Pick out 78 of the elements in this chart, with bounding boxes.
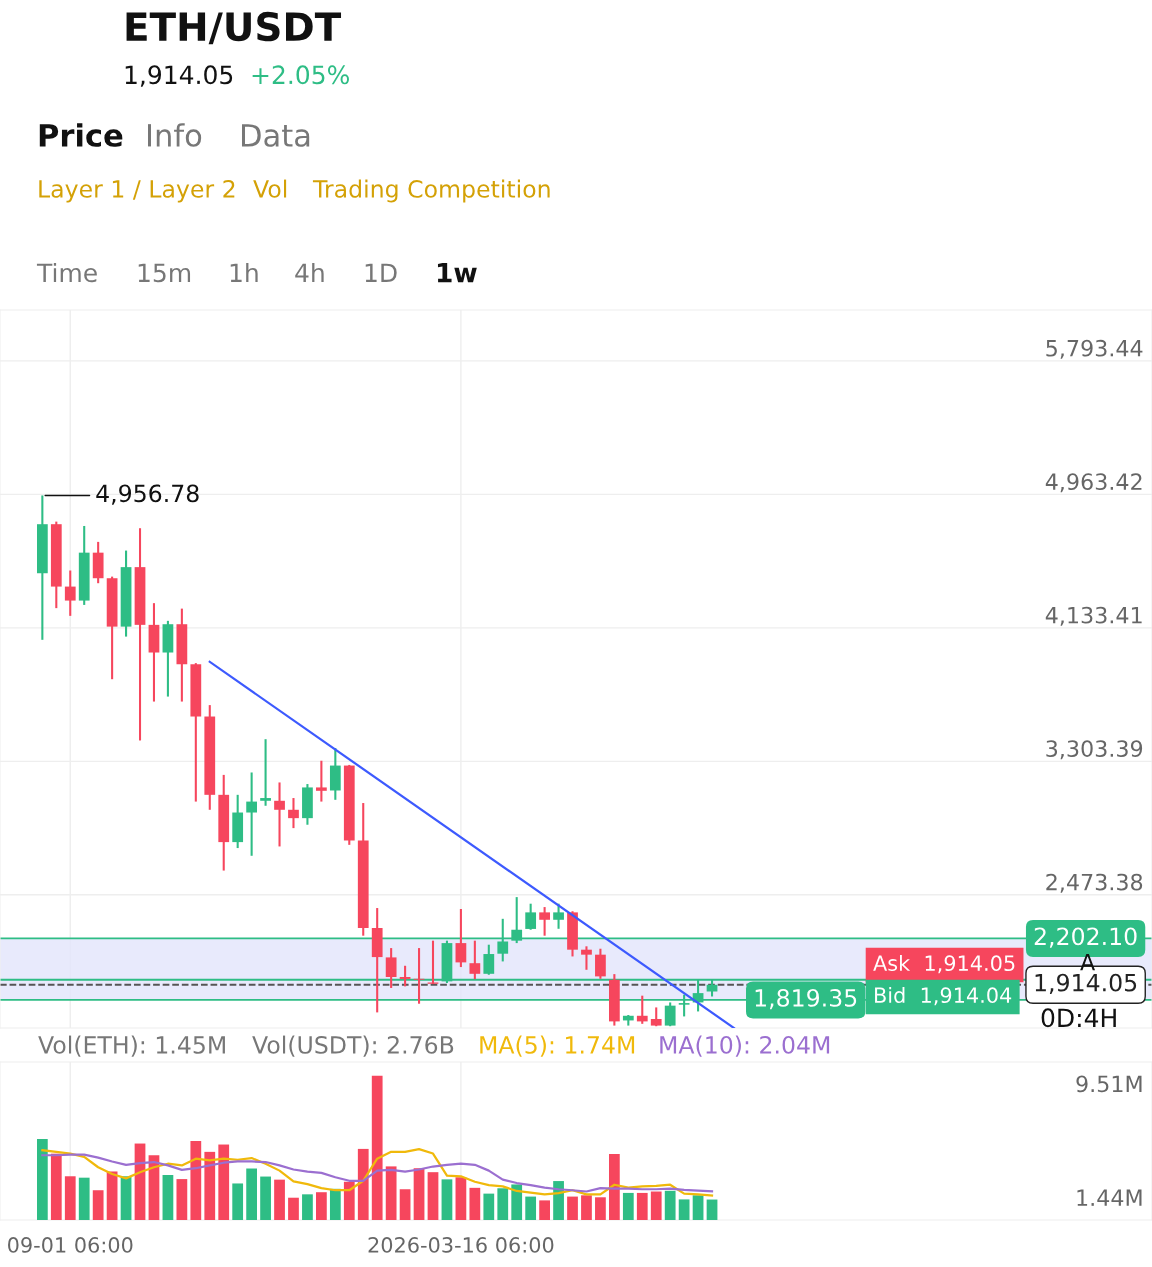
bar: [567, 1196, 578, 1220]
annotation: 0D:4H: [1041, 1008, 1116, 1028]
bar: [246, 1168, 258, 1220]
bar: [329, 1188, 341, 1220]
bar: [343, 1181, 355, 1220]
text: 1w: [437, 263, 477, 283]
chart-title: ETH/USDT: [126, 11, 342, 45]
bar: [650, 1191, 662, 1220]
bar: [525, 1196, 537, 1220]
bar: [441, 1179, 453, 1220]
ref-line-label: 1,819.35: [755, 988, 857, 1010]
bar: [78, 1177, 90, 1220]
bar: [664, 1190, 676, 1220]
bar: [608, 1153, 620, 1220]
annotation: Ask 1,914.05: [873, 954, 1015, 974]
y-tick-label: 5,793.44: [1046, 339, 1143, 359]
text: 1D: [365, 263, 397, 282]
text: Vol(ETH): 1.45M: [38, 1035, 225, 1057]
text: MA(10): 2.04M: [660, 1035, 830, 1057]
text: 1h: [230, 262, 258, 282]
bar: [190, 1141, 202, 1220]
bar: [427, 1172, 439, 1220]
bar: [622, 1192, 634, 1220]
bar: [316, 1192, 327, 1220]
text: Vol: [253, 179, 287, 198]
bar: [36, 1139, 48, 1220]
text: Trading Competition: [312, 179, 550, 203]
ref-line-label: 1,914.05: [1035, 973, 1137, 994]
text: MA(5): 1.74M: [480, 1035, 635, 1057]
text: Layer 1 / Layer 2: [39, 179, 235, 203]
text: Data: [242, 124, 310, 147]
bar: [399, 1189, 411, 1220]
bar: [162, 1175, 174, 1220]
y-tick-label: 4,963.42: [1045, 473, 1142, 493]
ref-line-label: 2,202.10: [1034, 927, 1137, 948]
text: Info: [148, 123, 202, 147]
bar: [385, 1166, 397, 1220]
bar: [497, 1188, 509, 1220]
text: 15m: [138, 263, 191, 283]
text: +2.05%: [252, 65, 349, 85]
bar: [678, 1199, 690, 1220]
bar: [274, 1179, 285, 1220]
bar: [260, 1176, 271, 1220]
chart-subtitle: 1,914.05: [125, 65, 233, 87]
bar: [706, 1199, 718, 1220]
y-tick-label: 1.44M: [1077, 1189, 1142, 1206]
bar: [692, 1195, 704, 1220]
bar: [288, 1197, 299, 1220]
bar: [539, 1200, 550, 1220]
bar: [581, 1195, 592, 1220]
bar: [176, 1179, 188, 1220]
bar: [636, 1192, 648, 1220]
y-tick-label: 9.51M: [1076, 1075, 1142, 1093]
bar: [511, 1184, 523, 1220]
annotation: Bid 1,914.04: [875, 986, 1012, 1006]
bar: [50, 1153, 62, 1220]
bar: [371, 1075, 383, 1220]
bar: [218, 1144, 230, 1220]
text: Time: [36, 262, 97, 283]
y-tick-label: 4,133.41: [1045, 606, 1142, 626]
bar: [455, 1177, 467, 1220]
bar: [595, 1197, 606, 1220]
bar: [302, 1194, 313, 1220]
y-tick-label: 2,473.38: [1046, 873, 1143, 893]
bar: [357, 1148, 369, 1220]
y-tick-label: 3,303.39: [1046, 740, 1143, 760]
x-tick-label: 2026-03-16 06:00: [368, 1237, 554, 1253]
annotation: 4,956.78: [96, 484, 199, 505]
text: Price: [39, 123, 123, 147]
bar: [469, 1187, 481, 1220]
bar: [92, 1190, 104, 1220]
bar: [483, 1193, 495, 1220]
bar: [64, 1176, 76, 1220]
bar: [232, 1183, 244, 1220]
text: 4h: [295, 262, 324, 282]
bar: [204, 1151, 216, 1220]
text: Vol(USDT): 2.76B: [252, 1035, 454, 1057]
x-tick-label: 09-01 06:00: [8, 1237, 133, 1253]
